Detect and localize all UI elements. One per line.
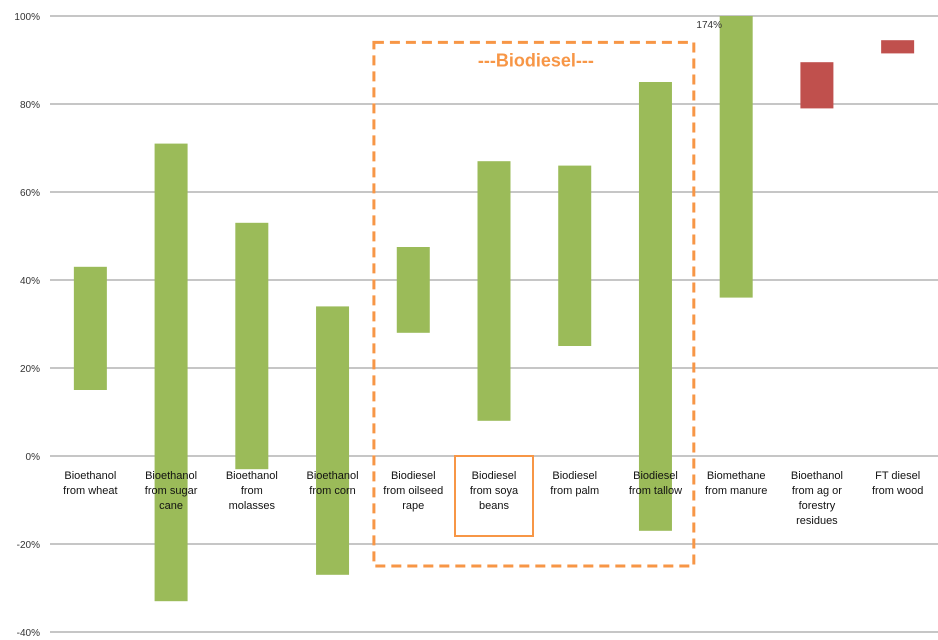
y-tick-label: 80% bbox=[20, 100, 40, 111]
range-bar bbox=[396, 247, 430, 333]
range-bar bbox=[881, 40, 915, 54]
category-label: Biodiesel from tallow bbox=[629, 470, 682, 497]
range-bars bbox=[73, 16, 915, 602]
category-label: FT diesel from wood bbox=[872, 470, 923, 497]
range-bar bbox=[719, 16, 753, 298]
range-bar bbox=[800, 62, 834, 109]
y-tick-label: -20% bbox=[17, 540, 40, 551]
category-label: Biodiesel from soya beans bbox=[470, 470, 519, 512]
range-bar bbox=[235, 222, 269, 470]
highlight-label-box bbox=[454, 455, 534, 537]
range-bar bbox=[477, 161, 511, 421]
y-tick-label: 20% bbox=[20, 364, 40, 375]
category-label: Bioethanol from ag or forestry residues bbox=[791, 470, 843, 527]
category-label: Bioethanol from molasses bbox=[226, 470, 278, 512]
range-bar bbox=[638, 82, 672, 531]
category-label: Biomethane from manure bbox=[705, 470, 767, 497]
y-tick-label: 60% bbox=[20, 188, 40, 199]
biodiesel-group-box bbox=[372, 40, 696, 568]
grid-lines: -40% -20% 0% 20% 40% 60% 80% 100% bbox=[14, 12, 938, 639]
y-tick-label: 40% bbox=[20, 276, 40, 287]
bar-annotation: 174% bbox=[696, 20, 722, 31]
y-tick-label: 100% bbox=[14, 12, 40, 23]
y-tick-label: -40% bbox=[17, 628, 40, 639]
category-label: Biodiesel from oilseed rape bbox=[383, 470, 443, 512]
y-tick-label: 0% bbox=[26, 452, 41, 463]
category-label: Bioethanol from corn bbox=[307, 470, 359, 497]
range-bar bbox=[558, 165, 592, 346]
range-bar bbox=[316, 306, 350, 575]
biodiesel-group: ---Biodiesel--- bbox=[372, 40, 696, 568]
category-labels: Bioethanol from wheat Bioethanol from sugar… bbox=[63, 20, 923, 527]
biodiesel-group-title: ---Biodiesel--- bbox=[478, 50, 594, 70]
category-label: Bioethanol from wheat bbox=[63, 470, 117, 497]
range-bar bbox=[154, 143, 188, 602]
category-label: Biodiesel from palm bbox=[550, 470, 599, 497]
category-label: Bioethanol from sugar cane bbox=[145, 470, 198, 512]
range-bar bbox=[73, 266, 107, 390]
